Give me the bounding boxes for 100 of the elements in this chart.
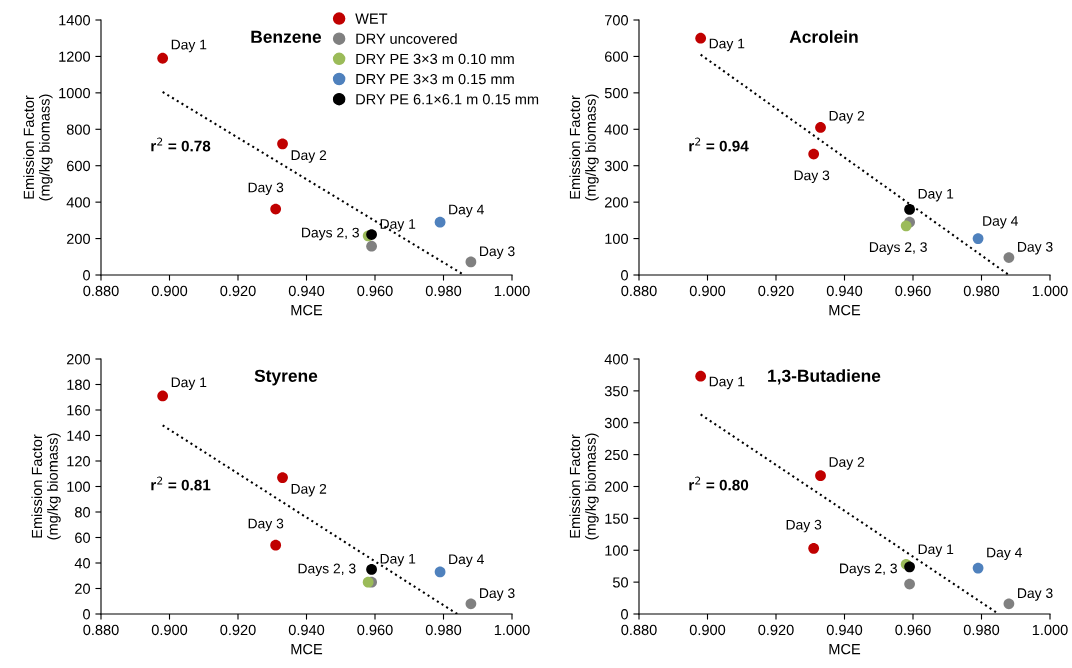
annotation: Day 1 <box>171 39 207 53</box>
chart-title: Benzene <box>251 30 322 43</box>
y-tick-label: 250 <box>604 449 629 461</box>
x-tick-label: 0.940 <box>826 624 863 636</box>
legend-label: DRY PE 3×3 m 0.15 mm <box>356 73 514 85</box>
y-tick-label: 1400 <box>59 15 91 26</box>
y-tick-label: 400 <box>604 354 629 365</box>
annotation: Day 1 <box>709 376 745 390</box>
y-tick-label: 400 <box>604 124 629 135</box>
y-axis-title: Emission Factor (mg/kg biomass) <box>569 94 599 201</box>
y-tick-label: 0 <box>83 609 91 620</box>
x-axis-title: MCE <box>829 304 861 316</box>
annotation: Day 3 <box>794 170 830 183</box>
annotation: Days 2, 3 <box>298 563 356 577</box>
point <box>157 52 169 64</box>
x-tick-label: 0.940 <box>288 285 325 297</box>
x-tick-label: 0.900 <box>689 624 726 636</box>
x-tick-label: 0.880 <box>621 285 657 297</box>
y-tick-label: 0 <box>83 270 91 281</box>
annotation: Day 2 <box>291 483 327 497</box>
annotation: Day 1 <box>918 544 954 557</box>
annotation: Day 2 <box>291 150 327 163</box>
x-tick-label: 1.000 <box>494 285 530 297</box>
x-tick-label: 0.980 <box>963 624 1000 636</box>
x-tick-label: 0.980 <box>963 285 1000 297</box>
point <box>972 562 984 574</box>
y-tick-label: 0 <box>621 270 629 281</box>
point <box>900 220 912 232</box>
annotation: Day 2 <box>829 457 865 470</box>
y-tick-label: 700 <box>605 15 629 26</box>
y-tick-label: 1000 <box>59 87 91 99</box>
annotation: r$^{2}$ = 0.81 <box>151 476 211 491</box>
point <box>277 472 288 483</box>
x-tick-label: 0.920 <box>220 624 256 636</box>
annotation: Day 1 <box>380 553 416 567</box>
point <box>815 470 826 482</box>
point <box>465 598 477 610</box>
point <box>695 32 707 44</box>
annotation: Day 1 <box>709 38 745 52</box>
annotation: Day 1 <box>171 377 207 390</box>
annotation: r$^{2}$ = 0.80 <box>689 476 749 491</box>
y-tick-label: 100 <box>67 481 91 492</box>
y-tick-label: 140 <box>67 430 91 441</box>
y-tick-label: 1200 <box>59 51 91 62</box>
y-tick-label: 600 <box>66 160 91 172</box>
annotation: Days 2, 3 <box>302 227 359 241</box>
y-tick-label: 60 <box>75 532 91 543</box>
x-tick-label: 1.000 <box>1032 285 1068 297</box>
legend-label: DRY uncovered <box>356 33 457 44</box>
annotation: Days 2, 3 <box>840 563 897 577</box>
point <box>972 233 984 244</box>
x-axis-title: MCE <box>291 643 323 655</box>
x-tick-label: 0.900 <box>151 285 188 297</box>
point <box>157 390 169 402</box>
x-tick-label: 0.880 <box>83 285 119 297</box>
annotation: Days 2, 3 <box>869 242 927 255</box>
x-tick-label: 0.920 <box>220 285 256 297</box>
annotation: Day 3 <box>1018 241 1053 255</box>
point <box>808 148 820 160</box>
annotation: r$^{2}$ = 0.94 <box>689 137 749 152</box>
annotation: Day 4 <box>449 204 484 218</box>
y-tick-label: 0 <box>621 609 629 620</box>
point <box>362 576 374 588</box>
x-tick-label: 0.920 <box>758 285 794 297</box>
y-tick-label: 200 <box>604 481 629 492</box>
legend-label: WET <box>355 13 388 24</box>
annotation: Day 3 <box>248 518 284 532</box>
x-tick-label: 0.900 <box>151 624 188 636</box>
annotation: Day 3 <box>1018 588 1053 601</box>
y-axis-title: Emission Factor (mg/kg biomass) <box>23 94 53 201</box>
point <box>366 229 377 240</box>
point <box>904 561 915 573</box>
x-tick-label: 0.960 <box>895 624 931 636</box>
point <box>815 122 826 133</box>
text: Styrene <box>254 369 318 386</box>
y-tick-label: 50 <box>612 577 629 588</box>
point <box>434 566 446 578</box>
y-tick-label: 160 <box>67 405 91 416</box>
point <box>277 138 288 150</box>
annotation: Day 3 <box>248 182 284 196</box>
point <box>904 578 915 590</box>
point <box>695 370 707 382</box>
y-tick-label: 300 <box>604 417 629 429</box>
annotation: Day 4 <box>987 547 1022 561</box>
x-tick-label: 1.000 <box>1032 624 1068 636</box>
y-tick-label: 500 <box>604 87 629 99</box>
annotation: Day 4 <box>983 216 1018 229</box>
y-tick-label: 800 <box>66 124 91 135</box>
y-tick-label: 350 <box>604 385 629 397</box>
y-tick-label: 80 <box>75 507 91 518</box>
y-tick-label: 200 <box>66 354 91 365</box>
x-tick-label: 0.960 <box>357 285 393 297</box>
x-tick-label: 0.880 <box>83 624 119 636</box>
point <box>1003 252 1015 263</box>
y-axis-title: Emission Factor (mg/kg biomass) <box>569 433 599 540</box>
x-tick-label: 0.940 <box>826 285 863 297</box>
annotation: Day 1 <box>918 188 954 202</box>
y-tick-label: 150 <box>605 513 629 524</box>
x-tick-label: 0.920 <box>758 624 794 636</box>
annotation: Day 3 <box>480 588 515 601</box>
